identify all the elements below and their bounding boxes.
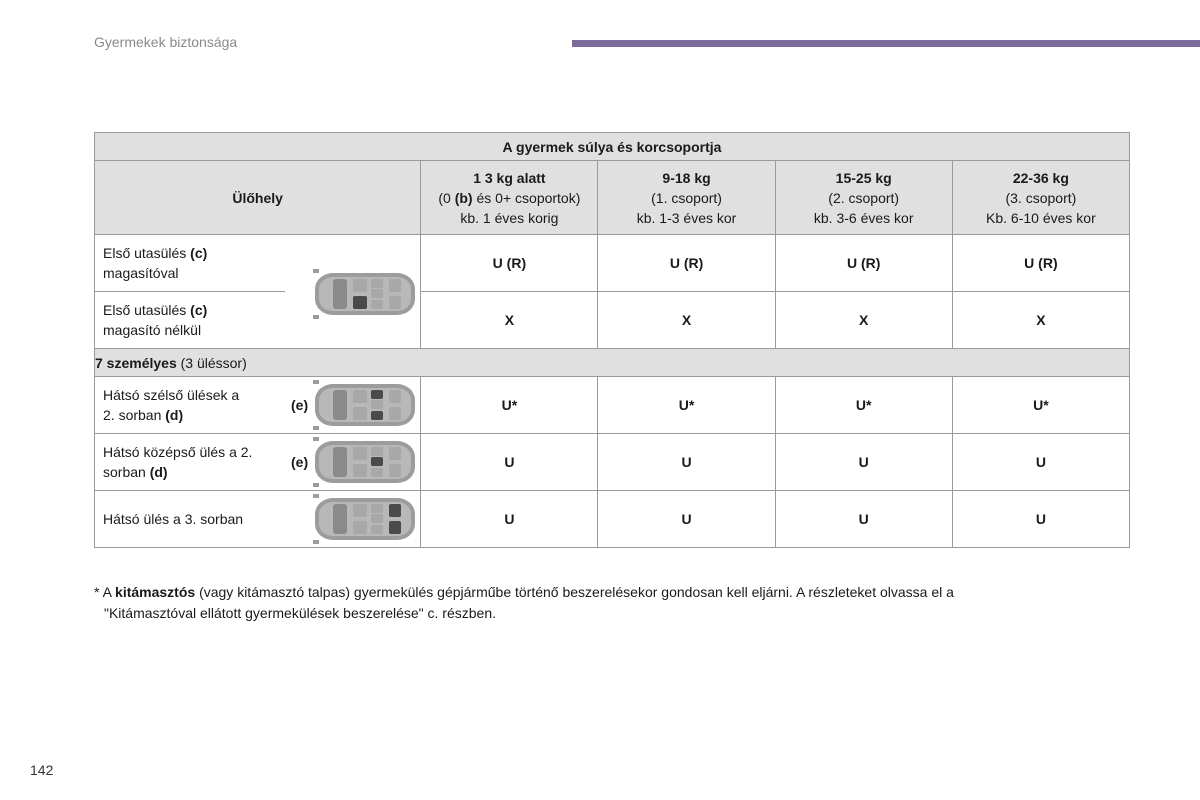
- column-age: Kb. 6-10 éves kor: [986, 209, 1096, 226]
- footnote: * A kitámasztós (vagy kitámasztó talpas)…: [94, 582, 1134, 624]
- section-title: Gyermekek biztonsága: [94, 34, 238, 50]
- footnote-line2: "Kitámasztóval ellátott gyermekülések be…: [104, 605, 497, 621]
- seat-value: X: [774, 291, 953, 349]
- seat-value: U (R): [420, 234, 599, 292]
- car-top-view-icon: [313, 494, 415, 544]
- seat-value: X: [420, 291, 599, 349]
- front-seat-cell: Első utasülés (c) magasítóval Első utasül…: [93, 234, 422, 349]
- car-top-view-icon: [313, 269, 415, 319]
- seat-group-row: 7 személyes (3 üléssor): [94, 348, 1130, 377]
- seat-value: U*: [420, 376, 599, 434]
- table-row: Első utasülés (c) magasítóval Első utasül…: [93, 234, 1131, 349]
- table-row: Hátsó középső ülés a 2. sorban (d) (e) U…: [93, 433, 1131, 491]
- seat-cell: Hátsó ülés a 3. sorban: [93, 490, 422, 548]
- column-weight: 15-25 kg: [835, 169, 892, 186]
- seat-value: U: [951, 490, 1131, 548]
- column-age: kb. 1 éves korig: [460, 209, 559, 226]
- seat-value: X: [597, 291, 776, 349]
- column-weight: 1 3 kg alatt: [473, 169, 546, 186]
- table-header-row: Ülőhely 1 3 kg alatt (0 (b) és 0+ csopor…: [93, 160, 1131, 235]
- table-group-header-row: A gyermek súlya és korcsoportja: [94, 132, 1130, 161]
- seat-value: U: [597, 433, 776, 491]
- seat-value: U: [420, 433, 599, 491]
- seat-cell: Hátsó középső ülés a 2. sorban (d) (e): [93, 433, 422, 491]
- seat-value: U: [420, 490, 599, 548]
- seat-value: U*: [597, 376, 776, 434]
- column-weight: 9-18 kg: [662, 169, 711, 186]
- column-age: kb. 1-3 éves kor: [636, 209, 737, 226]
- seat-value: U (R): [774, 234, 953, 292]
- seat-value: U: [951, 433, 1131, 491]
- seat-group-label: 7 személyes (3 üléssor): [94, 348, 1130, 377]
- seat-note: (e): [291, 397, 309, 413]
- car-top-view-icon: [313, 437, 415, 487]
- seat-label: Hátsó szélső ülések a 2. sorban (d): [103, 387, 240, 423]
- row-divider: [95, 291, 285, 292]
- weight-column-header: 1 3 kg alatt (0 (b) és 0+ csoportok) kb.…: [420, 160, 599, 235]
- seat-value: U (R): [597, 234, 776, 292]
- seat-value: U: [597, 490, 776, 548]
- column-group: (0 (b) és 0+ csoportok): [438, 189, 581, 206]
- seat-label: Első utasülés (c) magasító nélkül: [103, 302, 208, 338]
- seat-label: Hátsó középső ülés a 2. sorban (d): [103, 444, 253, 480]
- child-seat-table: A gyermek súlya és korcsoportja Ülőhely …: [93, 132, 1131, 548]
- column-group: (2. csoport): [828, 189, 900, 206]
- seat-value: X: [951, 291, 1131, 349]
- seat-label: Hátsó ülés a 3. sorban: [103, 511, 244, 527]
- page-number: 142: [30, 762, 54, 778]
- seat-value: U*: [774, 376, 953, 434]
- seat-value: U: [774, 490, 953, 548]
- seat-note: (e): [291, 454, 309, 470]
- header-accent-bar: [572, 40, 1200, 47]
- column-age: kb. 3-6 éves kor: [813, 209, 914, 226]
- weight-column-header: 9-18 kg (1. csoport) kb. 1-3 éves kor: [597, 160, 776, 235]
- seat-cell: Hátsó szélső ülések a 2. sorban (d) (e): [93, 376, 422, 434]
- seat-value: U*: [951, 376, 1131, 434]
- column-weight: 22-36 kg: [1012, 169, 1069, 186]
- column-group: (3. csoport): [1005, 189, 1077, 206]
- seat-column-header: Ülőhely: [93, 160, 422, 235]
- weight-column-header: 22-36 kg (3. csoport) Kb. 6-10 éves kor: [951, 160, 1131, 235]
- table-row: X X X X: [95, 291, 1131, 349]
- weight-column-header: 15-25 kg (2. csoport) kb. 3-6 éves kor: [774, 160, 953, 235]
- seat-value: U: [774, 433, 953, 491]
- table-row: Hátsó szélső ülések a 2. sorban (d) (e) …: [93, 376, 1131, 434]
- group-header: A gyermek súlya és korcsoportja: [94, 132, 1130, 161]
- seat-label: Első utasülés (c) magasítóval: [103, 245, 208, 281]
- seat-value: U (R): [951, 234, 1131, 292]
- table-row: Hátsó ülés a 3. sorban U U U U: [93, 490, 1131, 548]
- car-top-view-icon: [313, 380, 415, 430]
- column-group: (1. csoport): [651, 189, 722, 206]
